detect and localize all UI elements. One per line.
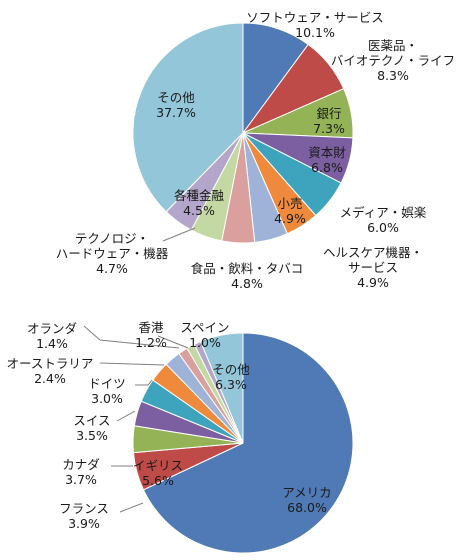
slice-label: オーストラリア 2.4% xyxy=(7,356,94,386)
slice-name-label: サービス xyxy=(348,260,398,275)
slice-label: 小売 4.9% xyxy=(274,196,306,226)
slice-value-label: 68.0% xyxy=(287,500,327,515)
slice-value-label: 3.0% xyxy=(91,391,123,406)
slice-name-label: スイス xyxy=(73,413,110,428)
slice-name-label: バイオテクノ・ライフ xyxy=(331,53,455,68)
slice-name-label: 食品・飲料・タバコ xyxy=(191,261,304,276)
slice-label: 銀行 7.3% xyxy=(313,106,345,136)
slice-label: イギリス 5.6% xyxy=(133,458,183,488)
leader-lines xyxy=(83,325,206,513)
slice-label: その他 6.3% xyxy=(212,362,250,392)
pie-slice xyxy=(132,22,244,213)
pie-slices xyxy=(132,332,354,554)
slice-value-label: 8.3% xyxy=(377,68,409,83)
industry-pie-chart: ソフトウェア・サービス 10.1%医薬品・バイオテクノ・ライフ 8.3%銀行 7.3%… xyxy=(56,10,455,291)
leader-line xyxy=(83,325,180,349)
slice-name-label: ハードウェア・機器 xyxy=(56,246,169,261)
slice-value-label: 4.9% xyxy=(274,211,306,226)
slice-value-label: 1.2% xyxy=(135,335,167,350)
slice-name-label: イギリス xyxy=(133,458,183,473)
slice-name-label: カナダ xyxy=(62,457,100,472)
slice-label: ソフトウェア・サービス 10.1% xyxy=(246,10,384,40)
slice-name-label: その他 xyxy=(157,90,195,105)
leader-line xyxy=(99,362,165,366)
slice-labels: アメリカ 68.0% イギリス 5.6% フランス 3.9% カナダ 3.7% スイス 3.5% ド… xyxy=(7,320,332,531)
slice-value-label: 1.4% xyxy=(36,336,68,351)
leader-lines xyxy=(162,227,196,242)
slice-value-label: 6.0% xyxy=(367,220,399,235)
slice-name-label: 香港 xyxy=(138,320,164,335)
slice-name-label: オランダ xyxy=(27,321,77,336)
slice-name-label: アメリカ xyxy=(282,485,331,500)
slice-value-label: 6.8% xyxy=(311,160,343,175)
slice-label: アメリカ 68.0% xyxy=(282,485,331,515)
leader-line xyxy=(119,502,144,513)
slice-label: スペイン 1.0% xyxy=(180,320,229,350)
slice-name-label: その他 xyxy=(212,362,250,377)
slice-label: 資本財 6.8% xyxy=(308,145,346,175)
slice-label: ドイツ 3.0% xyxy=(88,376,126,406)
slice-name-label: 銀行 xyxy=(316,106,341,121)
slice-value-label: 5.6% xyxy=(142,473,174,488)
country-pie-chart: アメリカ 68.0% イギリス 5.6% フランス 3.9% カナダ 3.7% スイス 3.5% ド… xyxy=(7,320,354,554)
slice-value-label: 4.7% xyxy=(96,261,128,276)
leader-line xyxy=(116,410,136,422)
slice-name-label: メディア・娯楽 xyxy=(340,205,427,220)
leader-line xyxy=(135,379,153,386)
slice-label: 各種金融 4.5% xyxy=(174,188,225,218)
slice-value-label: 7.3% xyxy=(313,121,345,136)
slice-value-label: 4.8% xyxy=(231,276,263,291)
slice-value-label: 4.5% xyxy=(183,203,215,218)
slice-label: カナダ 3.7% xyxy=(62,457,100,487)
slice-name-label: オーストラリア xyxy=(7,356,94,371)
slice-label: 医薬品・バイオテクノ・ライフ 8.3% xyxy=(331,38,455,83)
pie-slice xyxy=(142,332,354,554)
leader-line xyxy=(157,335,189,349)
slice-name-label: フランス xyxy=(59,501,109,516)
pie-slices xyxy=(132,22,354,244)
slice-value-label: 10.1% xyxy=(295,25,335,40)
slice-label: 香港 1.2% xyxy=(135,320,167,350)
slice-name-label: ソフトウェア・サービス xyxy=(246,10,384,25)
slice-value-label: 6.3% xyxy=(215,377,247,392)
slice-label: スイス 3.5% xyxy=(73,413,110,443)
slice-label: ヘルスケア機器・サービス 4.9% xyxy=(323,245,423,290)
slice-label: メディア・娯楽 6.0% xyxy=(340,205,427,235)
leader-line xyxy=(198,339,206,348)
slice-name-label: ドイツ xyxy=(88,376,126,391)
slice-label: その他 37.7% xyxy=(156,90,196,120)
slice-label: 食品・飲料・タバコ 4.8% xyxy=(191,261,304,291)
slice-value-label: 4.9% xyxy=(357,275,389,290)
slice-label: オランダ 1.4% xyxy=(27,321,77,351)
leader-line xyxy=(162,227,196,242)
slice-value-label: 2.4% xyxy=(34,371,66,386)
slice-value-label: 3.5% xyxy=(76,428,108,443)
slice-name-label: 資本財 xyxy=(308,145,346,160)
slice-name-label: ヘルスケア機器・ xyxy=(323,245,423,260)
slice-value-label: 3.9% xyxy=(68,516,100,531)
slice-name-label: 小売 xyxy=(277,196,302,211)
slice-labels: ソフトウェア・サービス 10.1%医薬品・バイオテクノ・ライフ 8.3%銀行 7.3%… xyxy=(56,10,455,291)
slice-label: フランス 3.9% xyxy=(59,501,109,531)
slice-name-label: 医薬品・ xyxy=(368,38,418,53)
slice-name-label: 各種金融 xyxy=(174,188,225,203)
slice-value-label: 3.7% xyxy=(65,472,97,487)
slice-name-label: テクノロジ・ xyxy=(75,231,149,246)
slice-name-label: スペイン xyxy=(180,320,229,335)
slice-label: テクノロジ・ハードウェア・機器 4.7% xyxy=(56,231,169,276)
slice-value-label: 37.7% xyxy=(156,105,196,120)
slice-value-label: 1.0% xyxy=(189,335,221,350)
pie-slice xyxy=(199,332,244,444)
